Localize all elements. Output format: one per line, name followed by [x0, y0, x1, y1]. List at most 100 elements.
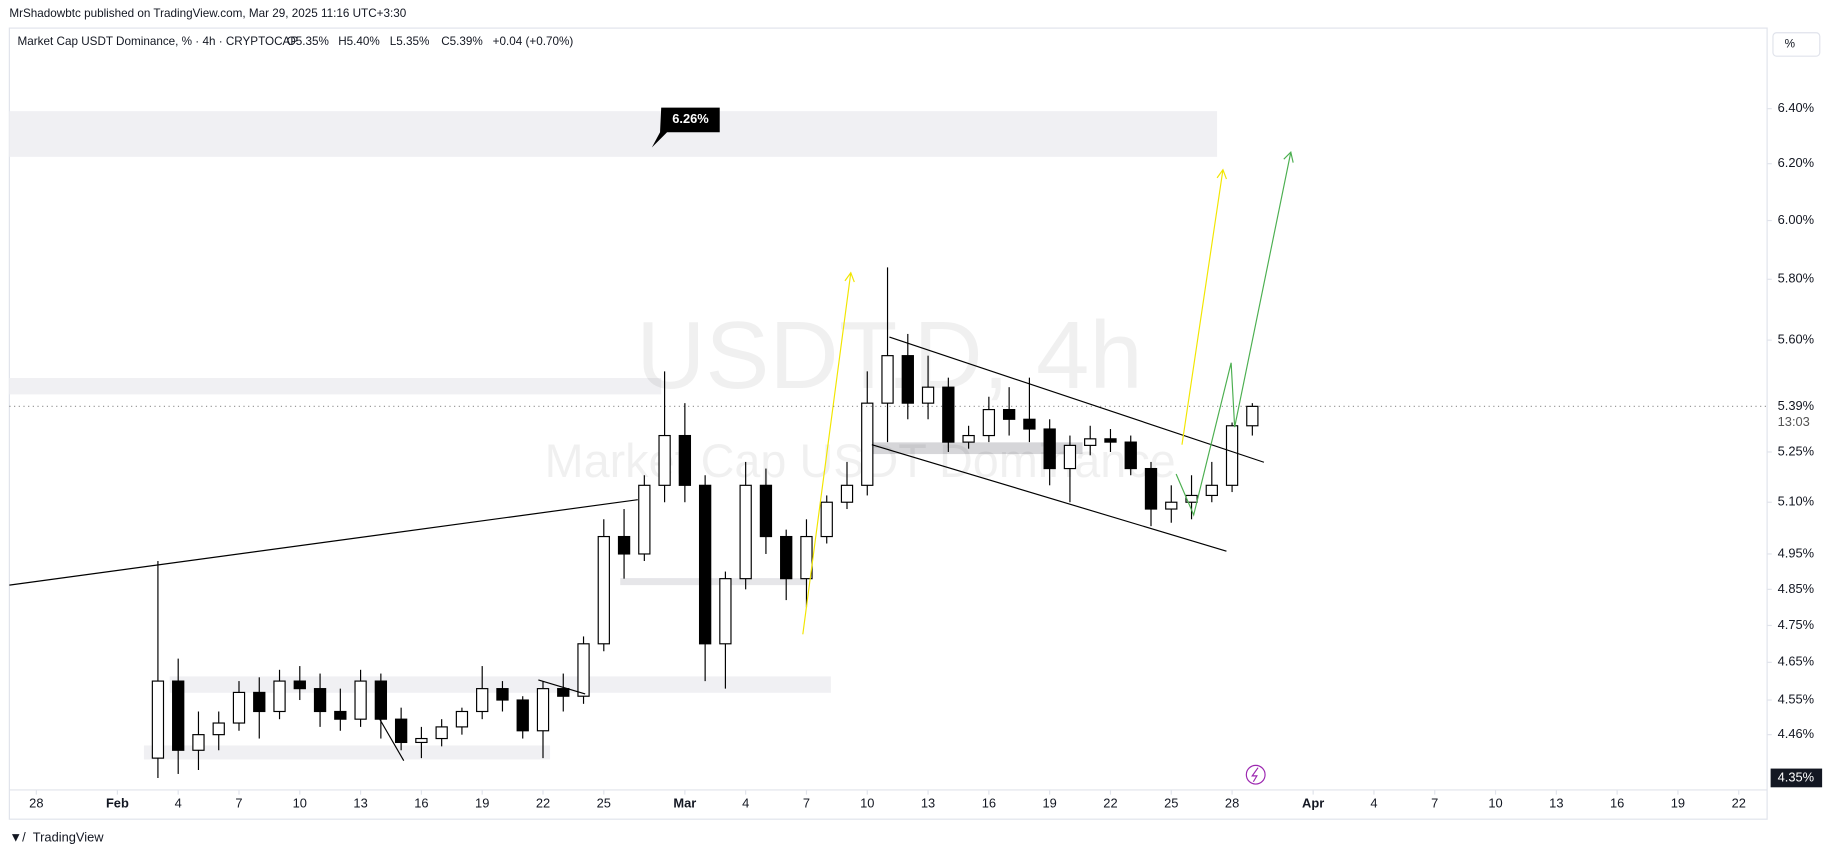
candle-body — [962, 434, 975, 443]
ohlc-value: O5.35% — [287, 35, 329, 48]
channel-line — [889, 336, 1265, 463]
candle-body — [617, 535, 631, 555]
event-icon[interactable] — [1245, 764, 1266, 785]
x-tick-label: 19 — [1043, 795, 1057, 810]
yellow-arrows — [802, 168, 1227, 635]
candle-body — [780, 535, 793, 580]
candle-body — [658, 434, 671, 486]
ohlc-value: C5.39% — [441, 35, 483, 48]
x-tick-label: 16 — [1610, 795, 1624, 810]
footer: TradingView — [33, 829, 104, 844]
ohlc-value: H5.40% — [338, 35, 380, 48]
candle-body — [476, 688, 489, 713]
candle-body — [1104, 438, 1117, 443]
candle-body — [1023, 418, 1036, 430]
x-tick-label: 7 — [235, 795, 242, 810]
candle-body — [759, 484, 773, 538]
candle-body — [1205, 484, 1218, 497]
last-price-label: 5.39% — [1778, 398, 1814, 413]
symbol: Market Cap USDT Dominance, % · 4h · CRYP… — [18, 35, 299, 48]
scale-button[interactable] — [1772, 32, 1821, 57]
candle-body — [1144, 467, 1158, 510]
x-tick-label: 19 — [475, 795, 489, 810]
zone — [9, 111, 1218, 157]
candle-body — [435, 726, 448, 740]
candles — [151, 267, 1259, 778]
candle-body — [455, 710, 469, 728]
ohlc-value: L5.35% — [390, 35, 430, 48]
candle-body — [901, 355, 914, 404]
candle-body — [536, 688, 550, 732]
channel-line — [871, 444, 1227, 552]
candle-body — [1002, 408, 1016, 420]
candle-body — [638, 484, 651, 555]
candle-body — [719, 578, 732, 645]
candle-body — [212, 722, 225, 736]
arrow — [1181, 168, 1227, 445]
arrow — [802, 271, 855, 635]
candle-body — [232, 691, 246, 724]
candle-body — [861, 402, 874, 486]
x-tick-label: 25 — [597, 795, 611, 810]
publish-info: MrShadowbtc published on TradingView.com… — [9, 7, 406, 20]
callout-box — [651, 107, 720, 148]
scale-button-label[interactable]: % — [1785, 38, 1795, 51]
candle-body — [192, 734, 205, 751]
candle-body — [496, 688, 509, 701]
y-tick-label: 5.10% — [1778, 494, 1814, 509]
candle-body — [1084, 438, 1097, 446]
x-tick-label: 25 — [1164, 795, 1178, 810]
candle-body — [1063, 444, 1077, 470]
x-tick-label: Apr — [1302, 795, 1324, 810]
candle-body — [577, 643, 590, 697]
event-icon-bolt — [1251, 767, 1259, 783]
x-tick-label: 13 — [1549, 795, 1563, 810]
y-tick-label: 6.00% — [1778, 212, 1814, 227]
candle-body — [253, 691, 266, 713]
x-tick-label: 28 — [1225, 795, 1239, 810]
x-tick-label: 4 — [1370, 795, 1377, 810]
x-tick-label: 7 — [1431, 795, 1438, 810]
zone — [9, 377, 662, 395]
y-tick-label: 6.20% — [1778, 155, 1814, 170]
candle-body — [881, 355, 894, 404]
x-tick-label: 28 — [29, 795, 43, 810]
x-tick-label: 13 — [353, 795, 367, 810]
callout: 6.26% — [651, 107, 720, 148]
drawings — [9, 336, 1265, 761]
legend: Market Cap USDT Dominance, % · 4h · CRYP… — [18, 35, 574, 48]
candle-body — [273, 680, 286, 713]
crosshair-price-label: 4.35% — [1778, 769, 1814, 784]
zones — [9, 111, 1218, 760]
candle-body — [921, 386, 935, 404]
candle-body — [1124, 441, 1137, 470]
candle-body — [678, 434, 692, 486]
candle-body — [597, 535, 610, 645]
candle-body — [172, 680, 185, 751]
y-tick-label: 5.25% — [1778, 443, 1814, 458]
x-tick-label: 13 — [921, 795, 935, 810]
crosshair-price-box — [1770, 768, 1823, 788]
zone — [169, 676, 831, 693]
x-tick-label: 10 — [1488, 795, 1502, 810]
candle-body — [840, 484, 854, 503]
candle-body — [516, 699, 529, 732]
x-tick-label: 7 — [803, 795, 810, 810]
candle-body — [313, 688, 327, 713]
candle-body — [394, 718, 408, 744]
x-tick-label: 22 — [536, 795, 550, 810]
countdown: 13:03 — [1778, 414, 1810, 429]
zone — [620, 578, 808, 586]
x-tick-label: 22 — [1103, 795, 1117, 810]
y-tick-label: 4.85% — [1778, 581, 1814, 596]
candle-body — [800, 535, 813, 580]
trend-line — [377, 715, 405, 761]
candle-body — [374, 680, 388, 720]
y-tick-label: 4.95% — [1778, 545, 1814, 560]
y-tick-label: 4.46% — [1778, 726, 1814, 741]
x-tick-label: 22 — [1732, 795, 1746, 810]
y-tick-label: 5.60% — [1778, 332, 1814, 347]
zone — [143, 745, 551, 760]
